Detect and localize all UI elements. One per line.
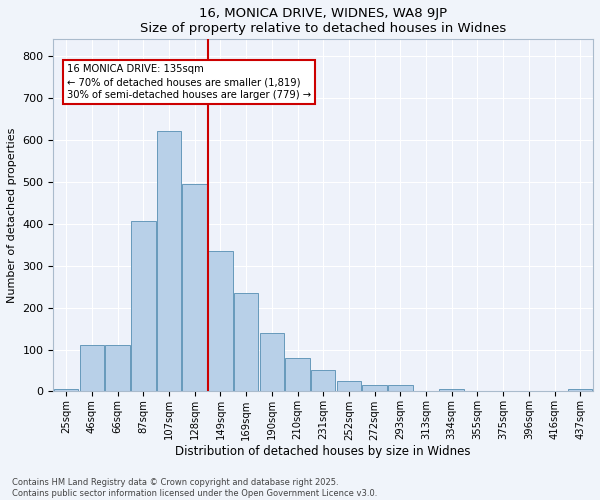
- Y-axis label: Number of detached properties: Number of detached properties: [7, 128, 17, 303]
- Bar: [388, 385, 413, 392]
- Bar: [362, 385, 387, 392]
- Bar: [54, 390, 79, 392]
- Bar: [311, 370, 335, 392]
- Text: Contains HM Land Registry data © Crown copyright and database right 2025.
Contai: Contains HM Land Registry data © Crown c…: [12, 478, 377, 498]
- Bar: [106, 346, 130, 392]
- Bar: [337, 381, 361, 392]
- Bar: [208, 251, 233, 392]
- Bar: [182, 184, 207, 392]
- Title: 16, MONICA DRIVE, WIDNES, WA8 9JP
Size of property relative to detached houses i: 16, MONICA DRIVE, WIDNES, WA8 9JP Size o…: [140, 7, 506, 35]
- Bar: [568, 390, 592, 392]
- Bar: [80, 346, 104, 392]
- Bar: [157, 131, 181, 392]
- Bar: [260, 332, 284, 392]
- Text: 16 MONICA DRIVE: 135sqm
← 70% of detached houses are smaller (1,819)
30% of semi: 16 MONICA DRIVE: 135sqm ← 70% of detache…: [67, 64, 311, 100]
- Bar: [131, 222, 155, 392]
- Bar: [234, 293, 259, 392]
- X-axis label: Distribution of detached houses by size in Widnes: Distribution of detached houses by size …: [175, 445, 471, 458]
- Bar: [439, 390, 464, 392]
- Bar: [285, 358, 310, 392]
